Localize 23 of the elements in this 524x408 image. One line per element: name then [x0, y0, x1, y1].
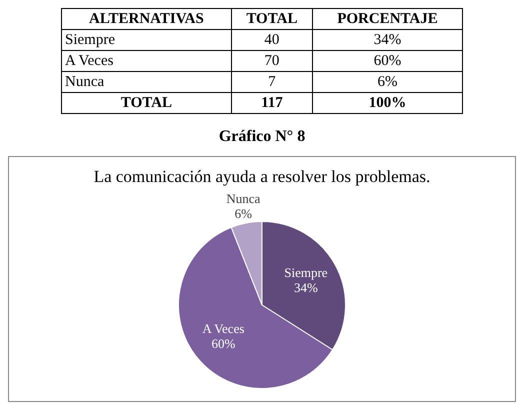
data-label: 34%	[294, 280, 318, 295]
text: Nunca	[62, 72, 232, 92]
text: PORCENTAJE	[312, 8, 462, 30]
text: 70	[231, 50, 312, 72]
text: Siempre	[62, 30, 232, 50]
text: TOTAL	[62, 92, 232, 114]
data-label: 60%	[211, 336, 236, 351]
text: ALTERNATIVAS	[62, 8, 232, 30]
slice-label: Siempre	[284, 264, 328, 280]
text: TOTAL	[231, 8, 312, 30]
text: 6%	[312, 72, 462, 92]
text: Gráfico N° 8	[218, 128, 306, 146]
slice-label: A Veces	[202, 320, 244, 336]
chart-title: La comunicación ayuda a resolver los problemas.	[92, 166, 432, 188]
text: 100%	[312, 92, 462, 114]
slice-label: Nunca	[226, 191, 261, 206]
text: 40	[231, 30, 312, 50]
text: A Veces	[62, 50, 232, 72]
data-label: 6%	[234, 206, 252, 222]
text: 34%	[312, 30, 462, 50]
text: 60%	[312, 50, 462, 72]
text: 7	[231, 72, 312, 92]
text: 117	[231, 92, 312, 114]
